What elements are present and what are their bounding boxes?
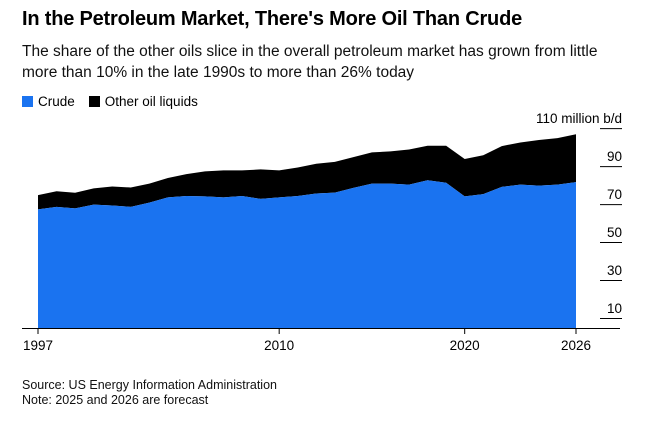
y-tick-label-70: 70 (607, 187, 622, 202)
x-tick-label-2020: 2020 (450, 338, 480, 353)
x-tick-label-2026: 2026 (561, 338, 591, 353)
legend-swatch-other-oil-liquids (88, 96, 100, 107)
y-tick-label-50: 50 (607, 225, 622, 240)
source-note: Source: US Energy Information Administra… (22, 378, 277, 392)
legend-label-crude: Crude (38, 94, 75, 109)
y-tick-label-30: 30 (607, 263, 622, 278)
chart-title: In the Petroleum Market, There's More Oi… (22, 8, 523, 30)
y-tick-label-90: 90 (607, 149, 622, 164)
legend-item-other-oil-liquids: Other oil liquids (88, 94, 198, 109)
forecast-note: Note: 2025 and 2026 are forecast (22, 393, 209, 407)
series-area-other-oil-liquids (38, 134, 576, 210)
series-area-crude (38, 180, 576, 328)
legend-item-crude: Crude (22, 94, 75, 109)
legend-label-other-oil-liquids: Other oil liquids (104, 94, 198, 109)
y-tick-label-10: 10 (607, 301, 622, 316)
legend: Crude Other oil liquids (22, 94, 212, 109)
x-tick-label-1997: 1997 (23, 338, 53, 353)
chart-subtitle: The share of the other oils slice in the… (22, 43, 598, 81)
y-tick-label-110: 110 million b/d (536, 111, 622, 126)
x-tick-label-2010: 2010 (264, 338, 294, 353)
legend-swatch-crude (22, 96, 33, 107)
